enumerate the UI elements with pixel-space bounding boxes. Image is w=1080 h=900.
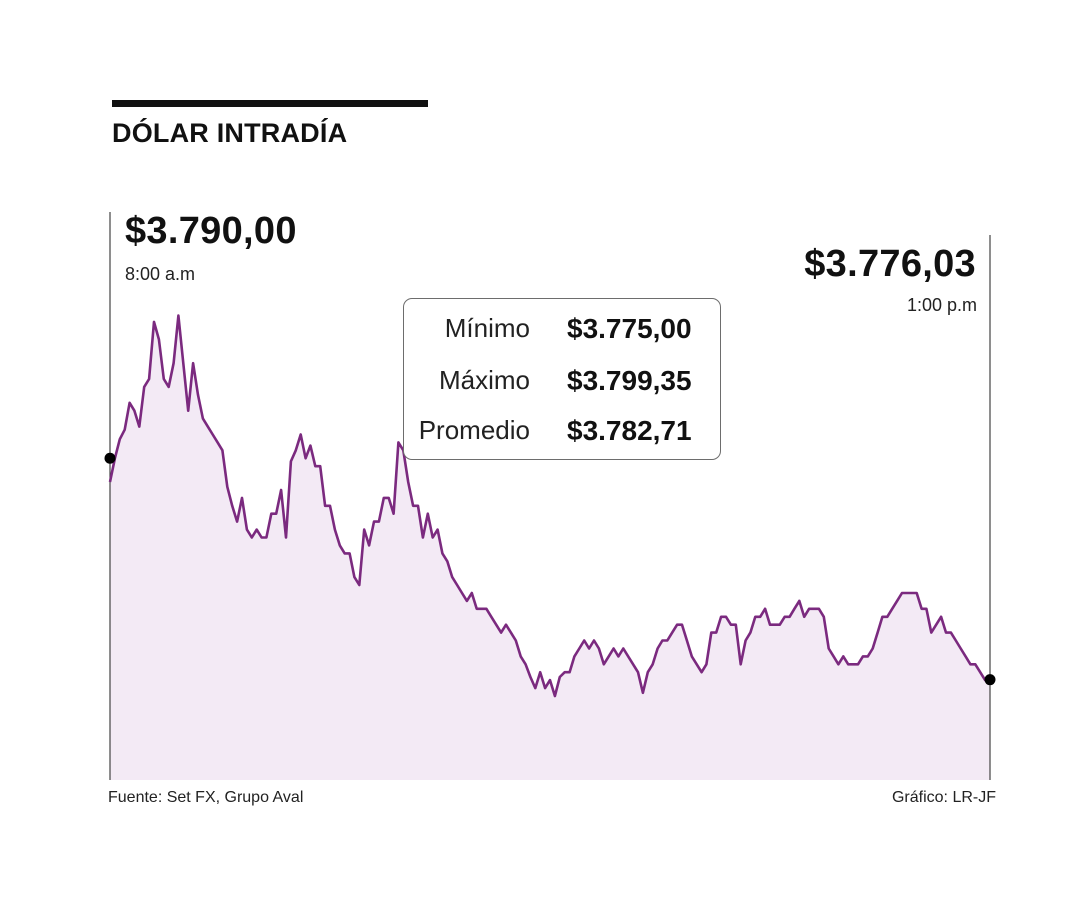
title-rule [112, 100, 428, 107]
stat-label-max: Máximo [438, 365, 530, 395]
open-time: 8:00 a.m [125, 264, 196, 284]
stat-value-max: $3.799,35 [567, 365, 692, 396]
open-price: $3.790,00 [125, 210, 297, 252]
stats-box: Mínimo $3.775,00 Máximo $3.799,35 Promed… [403, 298, 721, 460]
stat-label-min: Mínimo [444, 313, 530, 343]
open-point [104, 452, 116, 464]
area-fill [110, 315, 990, 780]
chart-credit: Gráfico: LR-JF [891, 789, 996, 806]
source-note: Fuente: Set FX, Grupo Aval [108, 789, 304, 806]
chart-title: DÓLAR INTRADÍA [112, 118, 348, 148]
close-time: 1:00 p.m [906, 295, 977, 315]
stat-value-min: $3.775,00 [567, 313, 692, 344]
close-price: $3.776,03 [804, 243, 976, 285]
close-point [984, 674, 996, 686]
stat-label-avg: Promedio [418, 415, 530, 445]
price-line [108, 314, 991, 698]
stat-value-avg: $3.782,71 [567, 415, 692, 446]
